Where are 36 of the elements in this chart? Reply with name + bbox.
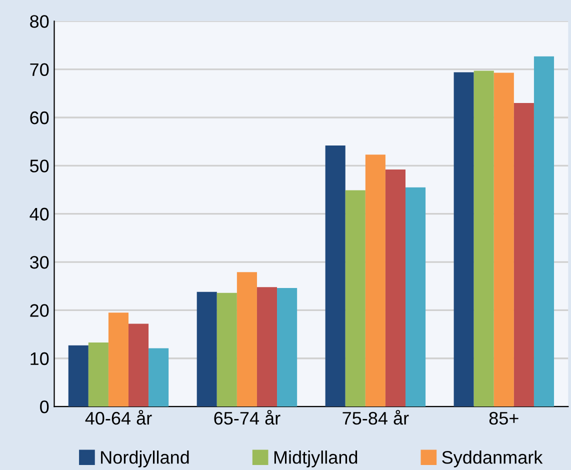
- x-tick-label: 85+: [489, 412, 518, 425]
- bar: [256, 287, 278, 407]
- bar: [405, 187, 426, 407]
- x-tick-label: 65-74 år: [214, 410, 280, 425]
- bar: [277, 288, 298, 407]
- bar: [494, 72, 514, 407]
- bar: [534, 56, 554, 407]
- legend-label: Syddanmark: [442, 450, 543, 468]
- legend-label: Nordjylland: [101, 450, 189, 468]
- bar: [68, 345, 88, 407]
- y-tick-label: 20: [30, 304, 49, 317]
- bar: [236, 272, 257, 407]
- bar: [196, 292, 217, 407]
- bar: [454, 72, 474, 407]
- bar: [325, 145, 346, 407]
- bar: [474, 70, 494, 407]
- bar: [365, 154, 386, 407]
- y-tick-label: 70: [30, 63, 49, 76]
- bar: [148, 348, 169, 407]
- y-tick-label: 50: [30, 160, 49, 172]
- y-tick-label: 40: [30, 208, 49, 221]
- y-tick-label: 80: [30, 15, 49, 28]
- y-tick-label: 60: [30, 111, 49, 124]
- bar: [128, 324, 149, 407]
- y-tick-label: 30: [30, 256, 49, 269]
- x-tick-label: 40-64 år: [85, 410, 152, 425]
- y-tick-label: 0: [40, 400, 49, 414]
- bar: [385, 170, 406, 407]
- bar: [108, 312, 129, 407]
- legend-label: Midtjylland: [274, 450, 358, 468]
- bar: [88, 342, 108, 407]
- bar: [345, 190, 366, 407]
- bar: [216, 292, 237, 407]
- bar: [514, 103, 534, 407]
- y-tick-label: 10: [30, 352, 49, 366]
- x-tick-label: 75-84 år: [342, 410, 409, 425]
